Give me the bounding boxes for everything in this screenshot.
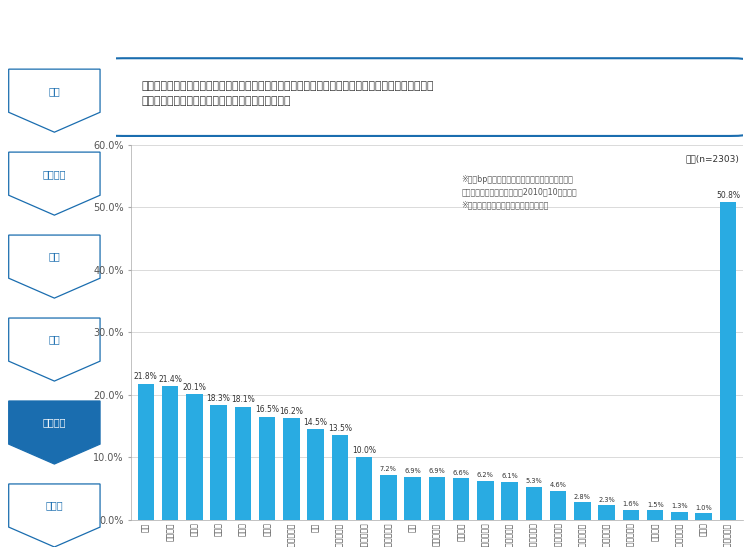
Bar <box>162 386 178 520</box>
Bar <box>210 405 226 520</box>
Text: 6.9%: 6.9% <box>404 468 421 474</box>
Text: ※日経bpコンサルティングの調査モニターを対象
としたインターネット調査（2010年10月実施）
※この結果は持ち家居住者に聞いたもの: ※日経bpコンサルティングの調査モニターを対象 としたインターネット調査（201… <box>461 175 577 209</box>
Text: 1.5%: 1.5% <box>646 502 664 508</box>
Text: 依頼: 依頼 <box>49 335 60 345</box>
Bar <box>453 479 470 520</box>
Text: 50.8%: 50.8% <box>716 191 740 200</box>
Text: 21.4%: 21.4% <box>158 375 182 383</box>
Text: 16.2%: 16.2% <box>280 407 303 416</box>
Text: 18.3%: 18.3% <box>207 394 230 403</box>
Bar <box>380 475 397 520</box>
Text: 動機: 動機 <box>49 86 60 96</box>
Text: 10.0%: 10.0% <box>352 446 376 455</box>
Text: リフォーム工事の対象部位: リフォーム工事の対象部位 <box>300 15 450 34</box>
Text: 工事内容: 工事内容 <box>43 417 66 428</box>
Text: 工事後: 工事後 <box>46 501 63 510</box>
Text: 16.5%: 16.5% <box>255 405 279 414</box>
Polygon shape <box>9 235 100 298</box>
Polygon shape <box>9 69 100 132</box>
Text: 7.2%: 7.2% <box>380 466 397 472</box>
Bar <box>477 481 494 520</box>
Bar <box>695 514 712 520</box>
Text: 持ち家居住者にリフォーム工事の対象部位を聞いたもの。約半数がリフォーム工事経験者であり、浴
室やキッチン、トイレ等の水廻りが上位を占めた。: 持ち家居住者にリフォーム工事の対象部位を聞いたもの。約半数がリフォーム工事経験者… <box>141 81 433 106</box>
Text: 1.3%: 1.3% <box>671 503 688 509</box>
Bar <box>598 505 615 520</box>
Text: 6.9%: 6.9% <box>428 468 445 474</box>
Polygon shape <box>9 484 100 547</box>
Text: 20.1%: 20.1% <box>182 383 206 392</box>
Text: 情報収集: 情報収集 <box>43 168 66 179</box>
Text: 13.5%: 13.5% <box>328 424 352 433</box>
Text: 相談: 相談 <box>49 252 60 261</box>
Text: 18.1%: 18.1% <box>231 395 255 404</box>
Text: 全体(n=2303): 全体(n=2303) <box>686 154 740 164</box>
Polygon shape <box>9 152 100 215</box>
Bar <box>137 383 154 520</box>
Bar <box>502 481 518 520</box>
Text: 6.6%: 6.6% <box>453 470 470 476</box>
Text: 2.3%: 2.3% <box>598 497 615 503</box>
Bar <box>550 491 566 520</box>
Text: 5.3%: 5.3% <box>526 478 542 484</box>
Bar <box>622 510 639 520</box>
Bar <box>574 502 591 520</box>
Text: 6.1%: 6.1% <box>501 473 518 479</box>
Text: 21.8%: 21.8% <box>134 372 158 381</box>
Text: 14.5%: 14.5% <box>304 417 328 427</box>
Text: 6.2%: 6.2% <box>477 473 494 479</box>
Polygon shape <box>9 318 100 381</box>
Polygon shape <box>9 401 100 464</box>
Text: 1.0%: 1.0% <box>695 505 712 511</box>
Text: 2.8%: 2.8% <box>574 493 591 499</box>
Bar <box>283 418 299 520</box>
Text: 1.6%: 1.6% <box>622 501 639 507</box>
Bar <box>356 457 372 520</box>
Bar <box>429 476 445 520</box>
Bar <box>186 394 202 520</box>
Bar <box>308 429 324 520</box>
FancyBboxPatch shape <box>104 58 748 136</box>
Bar <box>404 476 421 520</box>
Bar <box>332 435 348 520</box>
Bar <box>671 511 688 520</box>
Bar <box>235 406 251 520</box>
Bar <box>720 202 736 520</box>
Bar <box>526 486 542 520</box>
Text: 4.6%: 4.6% <box>550 482 566 488</box>
Bar <box>647 510 664 520</box>
Bar <box>259 417 275 520</box>
